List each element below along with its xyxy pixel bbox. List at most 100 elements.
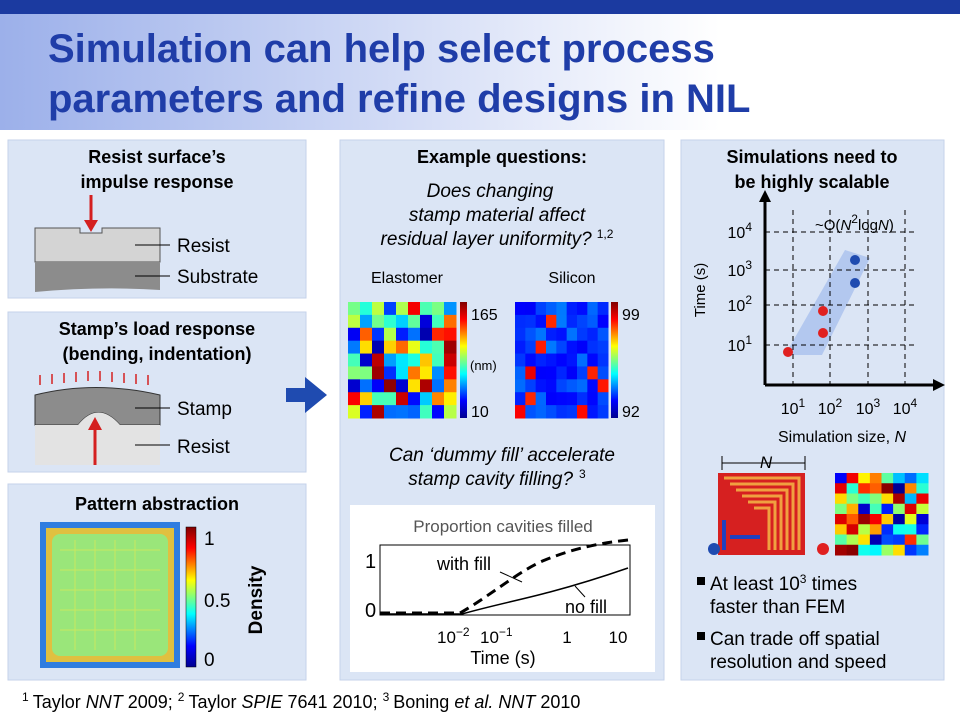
heatmap-cell xyxy=(348,405,361,419)
heatmap-cell xyxy=(515,302,526,316)
heatmap-cell xyxy=(420,366,433,380)
heatmap-cell xyxy=(566,392,578,406)
tick-label: 10−1 xyxy=(480,625,513,647)
heatmap-cell xyxy=(546,327,557,342)
heatmap-cell xyxy=(525,392,537,406)
heatmap-cell xyxy=(444,353,457,367)
heatmap-cell xyxy=(546,302,557,316)
reference: 1,2 xyxy=(597,227,614,241)
heatmap-cell xyxy=(566,314,578,329)
heatmap-cell xyxy=(835,534,848,546)
heading: Stamp’s load response xyxy=(59,319,255,339)
axis-label: Simulation size, xyxy=(778,429,895,446)
footer: Boning xyxy=(393,692,454,712)
heatmap-cell xyxy=(408,353,421,367)
heatmap-cell xyxy=(432,340,445,355)
tick-label: 1 xyxy=(365,551,376,573)
heatmap-cell xyxy=(577,405,588,419)
label: Resist xyxy=(177,437,231,458)
footer: 3 xyxy=(383,690,390,704)
plot-title: Proportion cavities filled xyxy=(413,517,593,536)
heatmap-cell xyxy=(846,473,859,484)
heatmap-cell xyxy=(577,379,588,393)
heatmap-cell xyxy=(916,544,929,556)
heatmap-cell xyxy=(348,379,361,393)
heatmap-cell xyxy=(846,493,859,505)
heatmap-cell xyxy=(566,340,578,355)
tick-label: 103 xyxy=(856,396,881,418)
heatmap-cell xyxy=(556,327,568,342)
heatmap-cell xyxy=(597,392,609,406)
heatmap-cell xyxy=(396,379,409,393)
heatmap-cell xyxy=(535,353,547,367)
heatmap-cell xyxy=(396,366,409,380)
label: Substrate xyxy=(177,267,258,288)
heatmap-cell xyxy=(556,366,568,380)
heatmap-cell xyxy=(396,353,409,367)
heatmap-cell xyxy=(348,314,361,329)
heatmap-cell xyxy=(525,366,537,380)
question: stamp cavity filling? xyxy=(408,469,573,490)
curve-label: no fill xyxy=(565,597,607,617)
tick-label: 10 xyxy=(728,338,746,355)
axis-label: Density xyxy=(246,565,267,634)
heatmap-cell xyxy=(587,405,599,419)
question: Does changing xyxy=(427,181,554,202)
plot-xlabel: Time (s) xyxy=(470,648,535,668)
heatmap-cell xyxy=(556,392,568,406)
heatmap-cell xyxy=(420,379,433,393)
tick-label: −1 xyxy=(499,625,513,639)
heatmap-cell xyxy=(858,524,871,535)
heatmap-cell xyxy=(384,379,397,393)
tick-label: 101 xyxy=(728,333,753,355)
tick-label: 10−2 xyxy=(437,625,470,647)
heatmap-cell xyxy=(408,302,421,316)
heatmap-cell xyxy=(360,353,373,367)
footer: Taylor xyxy=(188,692,241,712)
heatmap-cell xyxy=(881,483,894,494)
heatmap-cell xyxy=(546,392,557,406)
heading: Simulations need to xyxy=(726,147,897,167)
title-band xyxy=(0,14,960,130)
heatmap-cell xyxy=(869,503,882,515)
colorbar-label: 92 xyxy=(622,404,640,421)
heatmap-cell xyxy=(408,340,421,355)
tick-label: 0 xyxy=(365,600,376,622)
heatmap-cell xyxy=(587,314,599,329)
heatmap-cell xyxy=(846,483,859,494)
heatmap-cell xyxy=(846,514,859,525)
heatmap-cell xyxy=(348,340,361,355)
heatmap-cell xyxy=(835,483,848,494)
heatmap-cell xyxy=(916,483,929,494)
title: Simulation can help select process xyxy=(48,27,715,71)
complexity: ~O( xyxy=(815,217,840,234)
heatmap-cell xyxy=(515,314,526,329)
heatmap-cell xyxy=(904,503,917,515)
complexity: N xyxy=(878,217,889,234)
heatmap-cell xyxy=(881,524,894,535)
heatmap-cell xyxy=(432,405,445,419)
heatmap-cell xyxy=(535,302,547,316)
curve-label: with fill xyxy=(436,554,491,574)
axis-label: Simulation size, N xyxy=(778,429,907,446)
tick-label: 102 xyxy=(818,396,843,418)
tick-label: 10 xyxy=(818,401,836,418)
map-label: Elastomer xyxy=(371,270,444,287)
heatmap-cell xyxy=(577,327,588,342)
complexity: N xyxy=(840,217,851,234)
heatmap-cell xyxy=(597,353,609,367)
heatmap-cell xyxy=(566,379,578,393)
tick-label: 2 xyxy=(745,293,752,307)
heatmap-cell xyxy=(525,340,537,355)
footer: et al. NNT xyxy=(454,692,537,712)
heatmap-cell xyxy=(546,314,557,329)
map-label: Silicon xyxy=(548,270,595,287)
heatmap-cell xyxy=(408,392,421,406)
tick-label: 10 xyxy=(480,628,499,647)
heatmap-cell xyxy=(384,302,397,316)
heatmap-cell xyxy=(372,366,385,380)
tick-label: 1 xyxy=(799,396,806,410)
heatmap-cell xyxy=(916,493,929,505)
heatmap-cell xyxy=(360,314,373,329)
